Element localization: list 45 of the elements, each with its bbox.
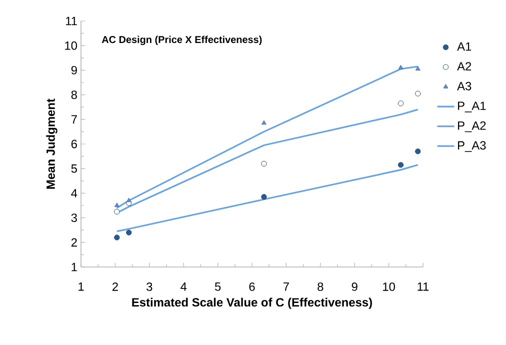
x-tick-label: 8 bbox=[318, 282, 324, 291]
y-tick-label: 5 bbox=[71, 164, 77, 173]
point bbox=[261, 160, 267, 167]
x-tick-label: 11 bbox=[418, 282, 429, 291]
legend-label: P_A1 bbox=[458, 102, 486, 112]
x-tick-label: 5 bbox=[214, 282, 221, 291]
x-tick-label: 3 bbox=[146, 282, 152, 291]
x-tick-label: 9 bbox=[352, 282, 358, 291]
y-tick-label: 6 bbox=[71, 140, 77, 148]
x-tick-label: 10 bbox=[383, 282, 395, 291]
legend-label: A2 bbox=[457, 62, 472, 70]
point bbox=[126, 198, 132, 202]
x-tick-label: 2 bbox=[112, 282, 118, 291]
x-tick-label: 7 bbox=[283, 282, 289, 291]
y-tick-label: 11 bbox=[66, 16, 77, 26]
point bbox=[415, 148, 421, 154]
text: AC Design (Price X Effectiveness) bbox=[102, 36, 262, 46]
point bbox=[398, 100, 404, 106]
y-tick-label: 7 bbox=[71, 115, 77, 124]
y-tick-label: 3 bbox=[71, 214, 77, 222]
x-tick-label: 6 bbox=[249, 282, 255, 291]
point bbox=[261, 194, 267, 200]
legend-label: A1 bbox=[457, 42, 472, 51]
x-tick-label: 4 bbox=[180, 282, 187, 291]
point bbox=[114, 208, 120, 214]
y-axis-title: Mean Judgment bbox=[46, 98, 58, 189]
point bbox=[415, 66, 420, 71]
point bbox=[126, 230, 132, 236]
legend-label: A3 bbox=[457, 82, 472, 90]
point bbox=[261, 120, 266, 125]
legend-label: P_A3 bbox=[458, 141, 486, 152]
y-tick-label: 10 bbox=[65, 41, 78, 50]
y-tick-label: 9 bbox=[71, 66, 77, 74]
point bbox=[415, 90, 421, 96]
point bbox=[398, 64, 404, 70]
y-tick-label: 1 bbox=[72, 262, 77, 272]
point bbox=[114, 234, 120, 240]
point bbox=[114, 202, 120, 208]
y-tick-label: 2 bbox=[71, 238, 77, 247]
y-tick-label: 8 bbox=[71, 90, 77, 100]
x-axis-title: Estimated Scale Value of C (Effectiveness) bbox=[132, 298, 372, 309]
legend-label: P_A2 bbox=[458, 121, 486, 132]
y-tick-label: 4 bbox=[71, 189, 78, 198]
point bbox=[398, 162, 404, 168]
x-tick-label: 1 bbox=[78, 282, 84, 291]
